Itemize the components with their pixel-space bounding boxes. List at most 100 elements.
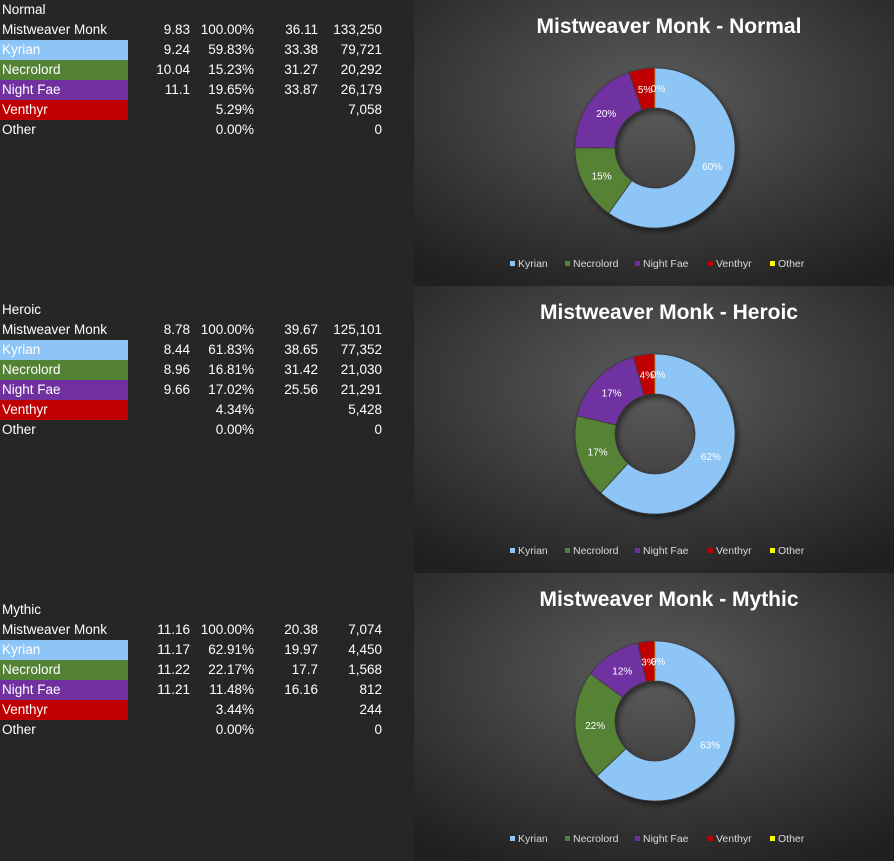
cell-v4[interactable]: 26,179: [340, 82, 382, 97]
cell-v2[interactable]: 19.65%: [208, 82, 254, 97]
row-label[interactable]: Kyrian: [0, 340, 128, 360]
cell-v3[interactable]: 36.11: [285, 22, 318, 37]
legend-label-necrolord[interactable]: Necrolord: [573, 258, 619, 270]
legend-label-other[interactable]: Other: [778, 545, 805, 557]
legend-label-necrolord[interactable]: Necrolord: [573, 833, 619, 845]
row-label[interactable]: Venthyr: [0, 400, 128, 420]
row-label[interactable]: Necrolord: [0, 360, 128, 380]
row-label[interactable]: Night Fae: [0, 680, 128, 700]
cell-v4[interactable]: 21,291: [340, 382, 382, 397]
cell-v2[interactable]: 62.91%: [208, 642, 254, 657]
cell-v4[interactable]: 4,450: [348, 642, 382, 657]
cell-v4[interactable]: 7,058: [348, 102, 382, 117]
cell-v1[interactable]: 8.44: [163, 342, 190, 357]
cell-v2[interactable]: 0.00%: [215, 422, 254, 437]
chart-normal[interactable]: Mistweaver Monk - Normal 60% 15% 20% 5% 0% Kyr…: [414, 0, 894, 286]
cell-v2[interactable]: 5.29%: [215, 102, 254, 117]
legend-label-kyrian[interactable]: Kyrian: [518, 258, 548, 270]
cell-v3[interactable]: 20.38: [284, 622, 318, 637]
cell-v2[interactable]: 4.34%: [215, 402, 254, 417]
row-label[interactable]: Necrolord: [0, 60, 128, 80]
legend-label-night-fae[interactable]: Night Fae: [643, 833, 689, 845]
legend-label-venthyr[interactable]: Venthyr: [716, 545, 752, 557]
cell-v4[interactable]: 20,292: [340, 62, 382, 77]
chart-heroic[interactable]: Mistweaver Monk - Heroic 62% 17% 17% 4% 0% Kyr…: [414, 286, 894, 573]
cell-v4[interactable]: 125,101: [333, 322, 382, 337]
cell-v4[interactable]: 133,250: [333, 22, 382, 37]
legend-label-venthyr[interactable]: Venthyr: [716, 833, 752, 845]
legend-label-kyrian[interactable]: Kyrian: [518, 545, 548, 557]
row-label[interactable]: Kyrian: [0, 640, 128, 660]
cell-v2[interactable]: 0.00%: [215, 722, 254, 737]
cell-v1[interactable]: 10.04: [156, 62, 190, 77]
cell-v1[interactable]: 11.16: [157, 622, 190, 637]
cell-v2[interactable]: 17.02%: [208, 382, 254, 397]
cell-v4[interactable]: 5,428: [348, 402, 382, 417]
cell-v1[interactable]: 11.21: [157, 682, 190, 697]
cell-v1[interactable]: 9.24: [163, 42, 190, 57]
cell-v4[interactable]: 79,721: [340, 42, 382, 57]
cell-v4[interactable]: 0: [374, 122, 382, 137]
legend-label-night-fae[interactable]: Night Fae: [643, 545, 689, 557]
cell-v2[interactable]: 59.83%: [208, 42, 254, 57]
legend-label-kyrian[interactable]: Kyrian: [518, 833, 548, 845]
cell-v1[interactable]: 9.83: [163, 22, 190, 37]
cell-v2[interactable]: 100.00%: [200, 622, 254, 637]
cell-v4[interactable]: 7,074: [348, 622, 382, 637]
row-label[interactable]: Other: [2, 422, 36, 437]
cell-v4[interactable]: 0: [374, 422, 382, 437]
cell-v3[interactable]: 17.7: [291, 662, 318, 677]
cell-v3[interactable]: 19.97: [284, 642, 318, 657]
cell-v2[interactable]: 3.44%: [215, 702, 254, 717]
row-label[interactable]: Mistweaver Monk: [2, 22, 108, 37]
legend-label-other[interactable]: Other: [778, 833, 805, 845]
cell-v3[interactable]: 33.38: [284, 42, 318, 57]
cell-v1[interactable]: 11.22: [157, 662, 190, 677]
chart-background: [414, 573, 894, 861]
slice-kyrian[interactable]: [596, 640, 736, 802]
cell-v3[interactable]: 31.27: [284, 62, 318, 77]
row-label[interactable]: Necrolord: [0, 660, 128, 680]
row-label[interactable]: Other: [2, 722, 36, 737]
row-label[interactable]: Other: [2, 122, 36, 137]
cell-v4[interactable]: 1,568: [348, 662, 382, 677]
cell-v3[interactable]: 25.56: [284, 382, 318, 397]
row-label[interactable]: Kyrian: [0, 40, 128, 60]
cell-v4[interactable]: 77,352: [340, 342, 382, 357]
cell-v2[interactable]: 0.00%: [215, 122, 254, 137]
cell-v2[interactable]: 16.81%: [208, 362, 254, 377]
cell-v4[interactable]: 812: [359, 682, 382, 697]
cell-v3[interactable]: 16.16: [284, 682, 318, 697]
cell-v3[interactable]: 33.87: [284, 82, 318, 97]
cell-v4[interactable]: 21,030: [340, 362, 382, 377]
cell-v2[interactable]: 100.00%: [200, 322, 254, 337]
row-label[interactable]: Mistweaver Monk: [2, 322, 108, 337]
cell-v2[interactable]: 11.48%: [209, 682, 254, 697]
slice-kyrian[interactable]: [600, 353, 736, 515]
row-label[interactable]: Night Fae: [0, 80, 128, 100]
cell-v2[interactable]: 15.23%: [208, 62, 254, 77]
legend-label-necrolord[interactable]: Necrolord: [573, 545, 619, 557]
cell-v2[interactable]: 22.17%: [208, 662, 254, 677]
cell-v4[interactable]: 244: [359, 702, 382, 717]
cell-v4[interactable]: 0: [374, 722, 382, 737]
legend-label-night-fae[interactable]: Night Fae: [643, 258, 689, 270]
cell-v3[interactable]: 31.42: [284, 362, 318, 377]
row-label[interactable]: Night Fae: [0, 380, 128, 400]
legend-label-venthyr[interactable]: Venthyr: [716, 258, 752, 270]
row-label[interactable]: Mistweaver Monk: [2, 622, 108, 637]
cell-v2[interactable]: 61.83%: [208, 342, 254, 357]
cell-v3[interactable]: 38.65: [284, 342, 318, 357]
legend-label-other[interactable]: Other: [778, 258, 805, 270]
cell-v1[interactable]: 8.96: [163, 362, 190, 377]
slice-kyrian[interactable]: [608, 67, 736, 229]
row-label[interactable]: Venthyr: [0, 700, 128, 720]
cell-v2[interactable]: 100.00%: [200, 22, 254, 37]
chart-mythic[interactable]: Mistweaver Monk - Mythic 63% 22% 12% 3% 0% Kyr…: [414, 573, 894, 861]
cell-v1[interactable]: 9.66: [163, 382, 190, 397]
cell-v1[interactable]: 11.17: [157, 642, 190, 657]
cell-v3[interactable]: 39.67: [284, 322, 318, 337]
row-label[interactable]: Venthyr: [0, 100, 128, 120]
cell-v1[interactable]: 11.1: [164, 82, 190, 97]
cell-v1[interactable]: 8.78: [163, 322, 190, 337]
